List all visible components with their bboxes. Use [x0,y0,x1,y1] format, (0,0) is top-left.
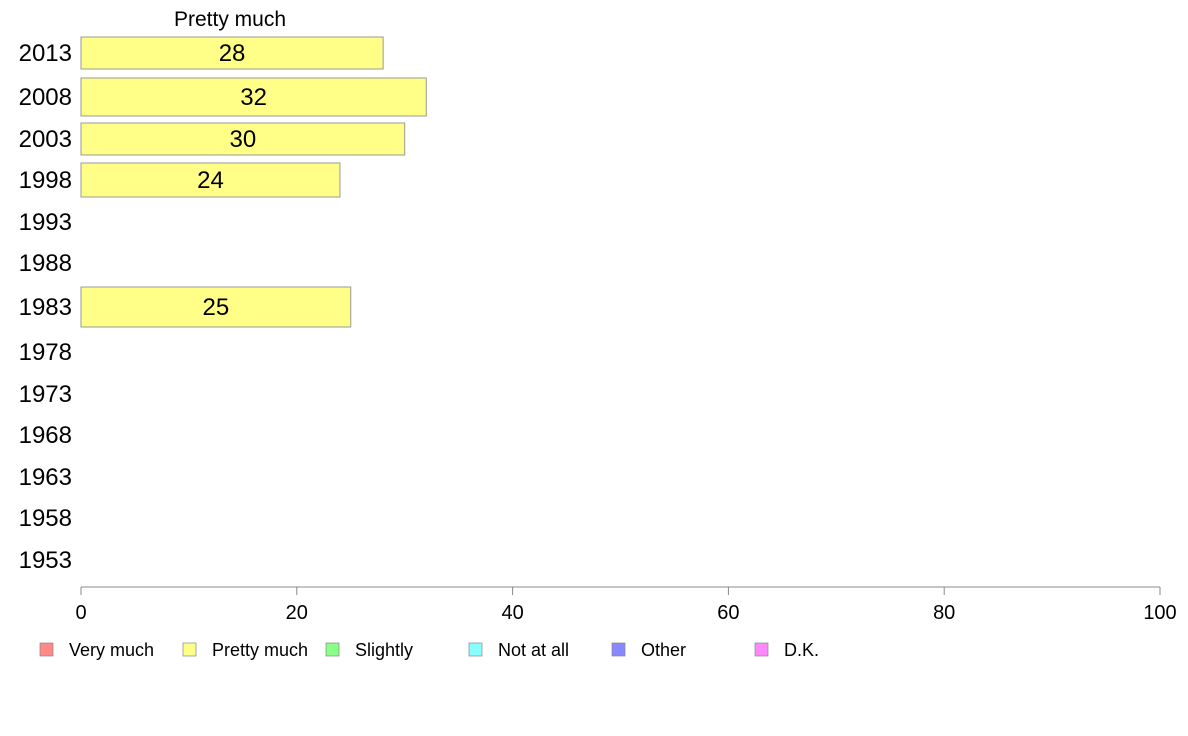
bar-value-label-1983: 25 [203,294,230,321]
bar-value-label-2008: 32 [240,84,267,111]
x-axis: 0 20 40 60 80 100 [75,586,1177,624]
year-labels: 2013 2008 2003 1998 1993 1988 1983 1978 1973 1968… [19,40,72,574]
year-label-2003: 2003 [19,126,72,153]
legend-swatch-4 [611,642,626,657]
year-label-2008: 2008 [19,84,72,111]
legend-swatch-0 [39,642,54,657]
bar-value-label-2013: 28 [219,40,246,67]
x-tick-label-100: 100 [1143,602,1176,624]
bar-2013 [80,36,384,70]
x-tick-label-20: 20 [286,602,308,624]
legend-swatch-1 [182,642,197,657]
year-label-1958: 1958 [19,505,72,532]
x-tick-label-0: 0 [75,602,86,624]
x-tick-label-80: 80 [933,602,955,624]
legend: Very much Pretty much Slightly Not at all Ot… [39,640,819,660]
year-label-1993: 1993 [19,209,72,236]
x-tick-label-60: 60 [717,602,739,624]
year-label-1953: 1953 [19,547,72,574]
bar-value-label-1998: 24 [197,167,224,194]
legend-label-4: Other [641,640,686,660]
year-label-1998: 1998 [19,167,72,194]
bar-2008 [80,77,427,117]
bar-1998 [80,162,341,198]
year-label-1978: 1978 [19,339,72,366]
year-label-1963: 1963 [19,464,72,491]
legend-label-3: Not at all [498,640,569,660]
year-label-1968: 1968 [19,422,72,449]
year-label-1983: 1983 [19,294,72,321]
legend-swatch-5 [754,642,769,657]
bar-1983 [80,286,352,328]
series-title: Pretty much [174,8,286,31]
year-label-1988: 1988 [19,250,72,277]
legend-label-0: Very much [69,640,154,660]
legend-label-2: Slightly [355,640,413,660]
year-label-2013: 2013 [19,40,72,67]
bar-2003 [80,122,406,156]
legend-label-1: Pretty much [212,640,308,660]
legend-swatch-2 [325,642,340,657]
legend-label-5: D.K. [784,640,819,660]
legend-swatch-3 [468,642,483,657]
x-tick-label-40: 40 [501,602,523,624]
bar-value-label-2003: 30 [229,126,256,153]
year-label-1973: 1973 [19,381,72,408]
